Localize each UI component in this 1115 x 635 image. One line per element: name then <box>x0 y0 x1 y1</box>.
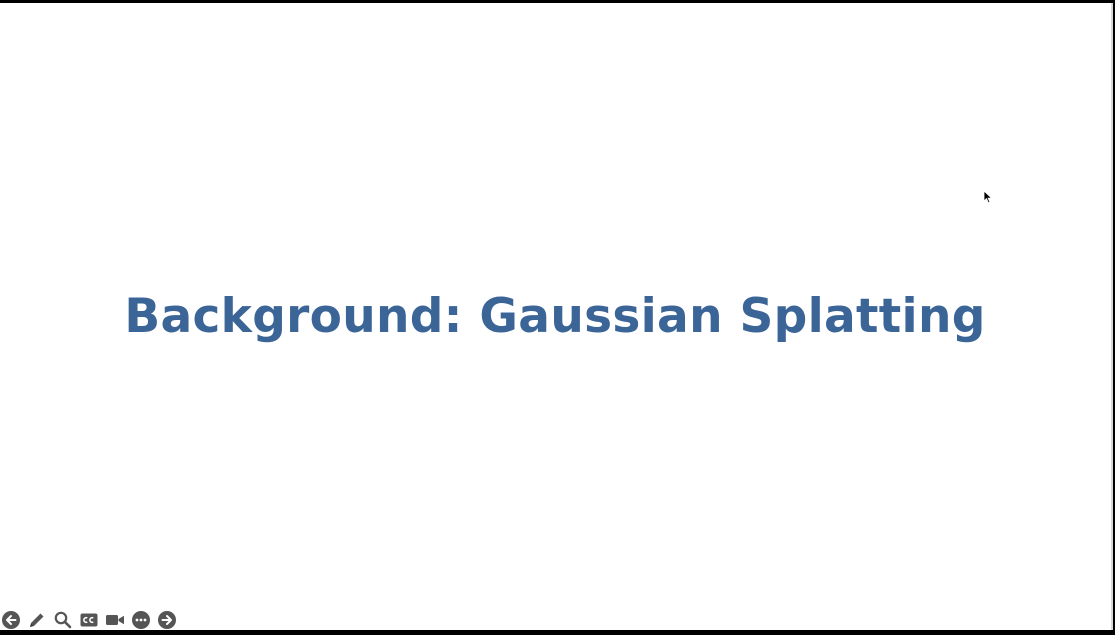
arrow-left-circle-icon <box>2 611 20 629</box>
previous-slide-button[interactable] <box>1 610 21 630</box>
pencil-icon <box>30 613 44 627</box>
mouse-pointer-icon <box>983 190 993 204</box>
cc-icon <box>80 613 98 627</box>
slide-canvas: Background: Gaussian Splatting <box>0 3 1113 630</box>
next-slide-button[interactable] <box>157 610 177 630</box>
ellipsis-circle-icon <box>132 611 150 629</box>
pen-tool-button[interactable] <box>27 610 47 630</box>
magnifier-icon <box>54 611 72 629</box>
video-camera-icon <box>106 615 124 625</box>
more-options-button[interactable] <box>131 610 151 630</box>
camera-button[interactable] <box>105 610 125 630</box>
presentation-toolbar <box>1 610 177 630</box>
arrow-right-circle-icon <box>158 611 176 629</box>
slide-title: Background: Gaussian Splatting <box>124 289 986 344</box>
zoom-button[interactable] <box>53 610 73 630</box>
window-bottom-edge <box>0 630 1115 635</box>
captions-button[interactable] <box>79 610 99 630</box>
